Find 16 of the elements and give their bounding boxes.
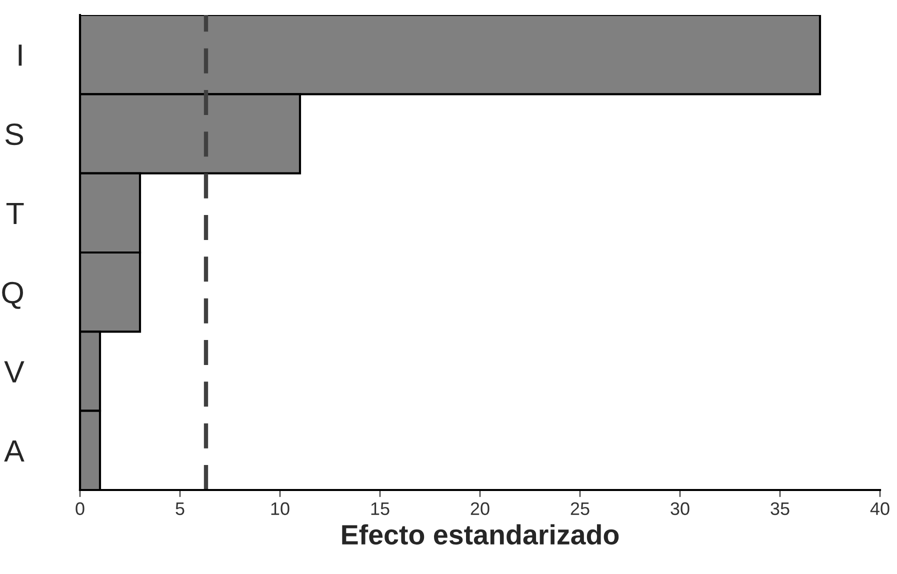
x-tick-label: 30 xyxy=(670,502,690,516)
y-tick-label: T xyxy=(6,202,24,224)
x-tick-label: 0 xyxy=(76,502,84,516)
x-tick-label: 10 xyxy=(271,502,290,516)
x-tick-label: 35 xyxy=(770,502,790,516)
x-tick-label: 20 xyxy=(470,502,490,516)
x-tick-label: 40 xyxy=(870,502,890,516)
y-tick-label: V xyxy=(4,361,24,382)
x-tick-label: 25 xyxy=(570,502,590,516)
y-tick-label: S xyxy=(5,123,24,146)
y-tick-label: I xyxy=(18,44,22,66)
x-tick-label: 5 xyxy=(176,502,184,516)
y-tick-label: A xyxy=(4,440,24,462)
x-tick-label: 15 xyxy=(371,502,390,516)
x-axis-title: Efecto estandarizado xyxy=(342,524,619,545)
y-tick-label: Q xyxy=(2,282,23,309)
